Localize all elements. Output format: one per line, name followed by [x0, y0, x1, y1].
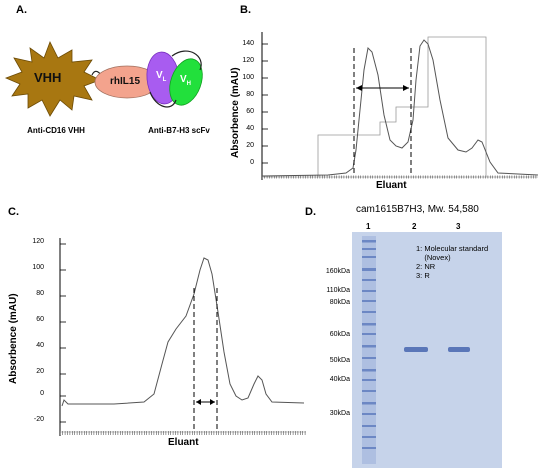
- band-lane-3: [448, 347, 470, 352]
- anti-b7h3-caption: Anti-B7-H3 scFv: [148, 126, 210, 135]
- rhil15-label: rhIL15: [110, 76, 141, 87]
- vl-label: VL: [156, 70, 166, 83]
- b-ytick-1: 120: [242, 57, 254, 64]
- c-ytick-4: 40: [36, 342, 44, 349]
- band-lane-2: [404, 347, 428, 352]
- b-xlabel: Eluant: [376, 180, 407, 191]
- ladder-lane: [362, 236, 470, 464]
- b-ylabel: Absorbence (mAU): [230, 67, 241, 158]
- c-ytick-5: 20: [36, 368, 44, 375]
- b-ytick-3: 80: [246, 91, 254, 98]
- b-ytick-5: 40: [246, 125, 254, 132]
- c-ytick-6: 0: [40, 390, 44, 397]
- marker-50: 50kDa: [329, 357, 350, 364]
- vh-label-sub: H: [186, 81, 192, 87]
- marker-30: 30kDa: [329, 410, 350, 417]
- chromatogram-b: [261, 32, 539, 180]
- vh-domain: [169, 58, 203, 106]
- absorbance-trace-b: [261, 39, 539, 177]
- c-ylabel: Absorbence (mAU): [8, 293, 19, 384]
- c-ytick-1: 100: [32, 264, 44, 271]
- vl-label-sub: L: [162, 77, 167, 83]
- marker-40: 40kDa: [329, 376, 350, 383]
- marker-160: 160kDa: [325, 268, 350, 275]
- panel-c-letter: C.: [8, 206, 19, 218]
- vh-label-text: V: [180, 74, 187, 85]
- chromatogram-c: [59, 238, 306, 436]
- b-ytick-2: 100: [242, 74, 254, 81]
- construct-diagram: [4, 41, 203, 117]
- panel-d-letter: D.: [305, 206, 316, 218]
- gel-title: cam1615B7H3, Mw. 54,580: [356, 204, 479, 215]
- marker-60: 60kDa: [329, 331, 350, 338]
- c-ytick-2: 80: [36, 290, 44, 297]
- lane-label-3: 3: [456, 222, 461, 231]
- c-xlabel: Eluant: [168, 437, 199, 448]
- y-ticks-b: [262, 43, 268, 164]
- lane-label-2: 2: [412, 222, 417, 231]
- gel-image: 1 2 3 1: Molecular standard (Novex) 2: N…: [352, 222, 502, 468]
- b-ytick-4: 60: [246, 108, 254, 115]
- absorbance-trace-c: [61, 257, 305, 407]
- vhh-star-shape: [4, 41, 101, 117]
- anti-cd16-caption: Anti-CD16 VHH: [27, 126, 85, 135]
- c-ytick-3: 60: [36, 316, 44, 323]
- marker-80: 80kDa: [329, 299, 350, 306]
- vhh-label: VHH: [34, 70, 62, 85]
- panel-a-letter: A.: [16, 4, 27, 16]
- c-ytick-7: -20: [33, 416, 44, 423]
- vl-label-text: V: [156, 70, 163, 81]
- gradient-trace-b: [317, 36, 487, 177]
- lane-label-1: 1: [366, 222, 371, 231]
- b-ytick-7: 0: [250, 159, 254, 166]
- vh-label: VH: [180, 74, 191, 87]
- b-ytick-0: 140: [242, 40, 254, 47]
- marker-110: 110kDa: [326, 287, 350, 294]
- b-ytick-6: 20: [246, 142, 254, 149]
- panel-b-letter: B.: [240, 4, 251, 16]
- c-ytick-0: 120: [32, 238, 44, 245]
- y-ticks-c: [60, 243, 66, 423]
- gel-legend: 1: Molecular standard (Novex) 2: NR 3: R: [416, 244, 489, 280]
